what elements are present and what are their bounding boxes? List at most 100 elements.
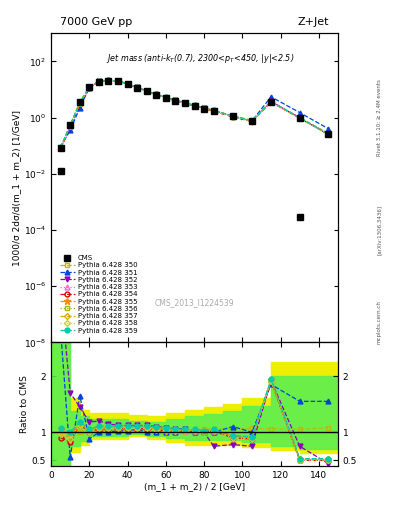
Pythia 6.428 357 — [58, 144, 63, 151]
Pythia 6.428 351 — [326, 125, 331, 132]
Pythia 6.428 350 — [250, 117, 254, 123]
Pythia 6.428 359 — [192, 102, 197, 109]
X-axis label: (m_1 + m_2) / 2 [GeV]: (m_1 + m_2) / 2 [GeV] — [144, 482, 245, 492]
Pythia 6.428 351 — [144, 88, 149, 94]
Pythia 6.428 350 — [211, 108, 216, 114]
Pythia 6.428 356 — [298, 115, 302, 121]
Pythia 6.428 357 — [116, 78, 120, 84]
Pythia 6.428 359 — [163, 94, 168, 100]
Pythia 6.428 357 — [125, 81, 130, 87]
Pythia 6.428 350 — [326, 131, 331, 137]
CMS — [326, 132, 331, 138]
Pythia 6.428 357 — [68, 122, 73, 129]
Pythia 6.428 352 — [163, 95, 168, 101]
Pythia 6.428 353 — [135, 84, 140, 91]
Pythia 6.428 353 — [192, 102, 197, 109]
Pythia 6.428 351 — [192, 102, 197, 109]
Pythia 6.428 358 — [97, 78, 101, 84]
Pythia 6.428 353 — [116, 78, 120, 84]
Pythia 6.428 356 — [144, 88, 149, 94]
Pythia 6.428 358 — [183, 100, 187, 106]
Pythia 6.428 354 — [144, 88, 149, 94]
Text: Z+Jet: Z+Jet — [298, 17, 329, 27]
Pythia 6.428 359 — [298, 115, 302, 121]
Pythia 6.428 355 — [173, 97, 178, 103]
Pythia 6.428 353 — [106, 77, 111, 83]
Pythia 6.428 358 — [173, 97, 178, 103]
Pythia 6.428 352 — [154, 92, 159, 98]
Pythia 6.428 355 — [326, 131, 331, 137]
CMS — [173, 98, 178, 104]
Pythia 6.428 359 — [250, 118, 254, 124]
Pythia 6.428 359 — [135, 84, 140, 90]
Pythia 6.428 350 — [230, 113, 235, 119]
Pythia 6.428 357 — [87, 84, 92, 90]
Text: [arXiv:1306.3436]: [arXiv:1306.3436] — [377, 205, 382, 255]
Pythia 6.428 356 — [211, 108, 216, 114]
Pythia 6.428 352 — [183, 100, 187, 106]
Pythia 6.428 350 — [183, 100, 187, 106]
Pythia 6.428 359 — [211, 108, 216, 114]
Pythia 6.428 354 — [125, 81, 130, 87]
Pythia 6.428 354 — [269, 99, 274, 105]
Pythia 6.428 351 — [87, 84, 92, 91]
Pythia 6.428 355 — [250, 118, 254, 124]
Pythia 6.428 353 — [298, 115, 302, 121]
Pythia 6.428 359 — [326, 131, 331, 137]
Pythia 6.428 350 — [173, 97, 178, 103]
Pythia 6.428 355 — [68, 122, 73, 129]
Pythia 6.428 355 — [269, 99, 274, 105]
CMS — [230, 113, 235, 119]
Pythia 6.428 355 — [106, 77, 111, 83]
Pythia 6.428 354 — [192, 103, 197, 109]
Legend: CMS, Pythia 6.428 350, Pythia 6.428 351, Pythia 6.428 352, Pythia 6.428 353, Pyt: CMS, Pythia 6.428 350, Pythia 6.428 351,… — [57, 253, 139, 336]
Pythia 6.428 358 — [269, 99, 274, 105]
Pythia 6.428 355 — [77, 100, 82, 106]
CMS — [135, 84, 140, 91]
Pythia 6.428 350 — [154, 91, 159, 97]
Pythia 6.428 350 — [125, 81, 130, 87]
Pythia 6.428 354 — [202, 105, 206, 112]
Line: Pythia 6.428 353: Pythia 6.428 353 — [58, 78, 331, 150]
CMS — [116, 78, 120, 84]
Pythia 6.428 356 — [250, 118, 254, 124]
Pythia 6.428 356 — [68, 123, 73, 129]
Pythia 6.428 351 — [97, 78, 101, 84]
Pythia 6.428 351 — [298, 110, 302, 116]
Line: Pythia 6.428 355: Pythia 6.428 355 — [57, 77, 332, 151]
Pythia 6.428 352 — [125, 81, 130, 87]
CMS — [58, 144, 63, 151]
Pythia 6.428 354 — [326, 131, 331, 137]
CMS — [144, 89, 149, 95]
Pythia 6.428 358 — [144, 88, 149, 94]
Pythia 6.428 355 — [87, 84, 92, 90]
Y-axis label: 1000/σ 2dσ/d(m_1 + m_2) [1/GeV]: 1000/σ 2dσ/d(m_1 + m_2) [1/GeV] — [12, 110, 21, 266]
Y-axis label: Ratio to CMS: Ratio to CMS — [20, 375, 29, 433]
Pythia 6.428 350 — [298, 115, 302, 121]
Pythia 6.428 352 — [211, 108, 216, 114]
Pythia 6.428 353 — [163, 95, 168, 101]
Pythia 6.428 358 — [192, 103, 197, 109]
Pythia 6.428 359 — [116, 78, 120, 84]
Text: mcplots.cern.ch: mcplots.cern.ch — [377, 301, 382, 345]
Pythia 6.428 350 — [269, 98, 274, 104]
Pythia 6.428 351 — [106, 77, 111, 83]
Pythia 6.428 353 — [68, 122, 73, 129]
CMS — [154, 92, 159, 98]
Pythia 6.428 350 — [163, 94, 168, 100]
Line: Pythia 6.428 358: Pythia 6.428 358 — [59, 78, 331, 150]
Pythia 6.428 357 — [250, 118, 254, 124]
Pythia 6.428 354 — [58, 145, 63, 151]
Pythia 6.428 353 — [211, 108, 216, 114]
Pythia 6.428 351 — [116, 78, 120, 84]
Pythia 6.428 357 — [163, 95, 168, 101]
CMS — [298, 115, 302, 121]
Pythia 6.428 353 — [269, 99, 274, 105]
Pythia 6.428 353 — [154, 91, 159, 97]
Pythia 6.428 356 — [154, 91, 159, 97]
Pythia 6.428 357 — [298, 115, 302, 121]
Pythia 6.428 354 — [135, 84, 140, 91]
Pythia 6.428 352 — [106, 77, 111, 83]
CMS — [183, 100, 187, 106]
Pythia 6.428 353 — [144, 88, 149, 94]
